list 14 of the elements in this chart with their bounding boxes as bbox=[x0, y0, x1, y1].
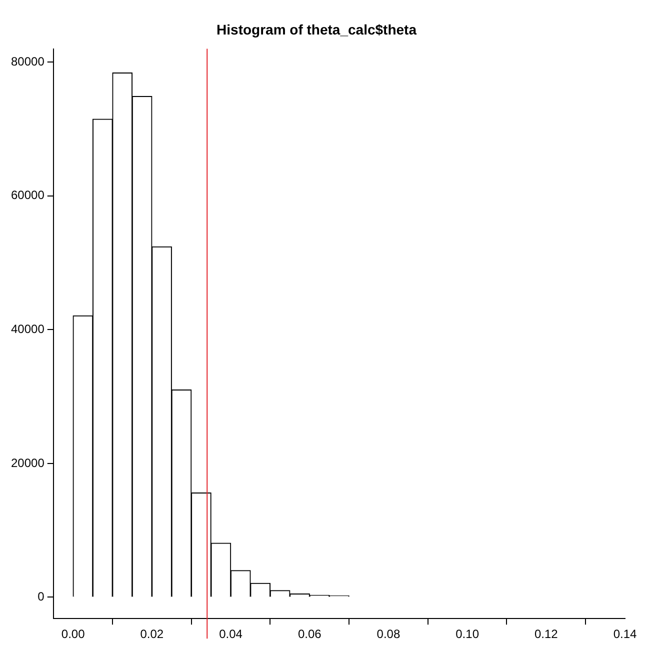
x-tick-label: 0.04 bbox=[219, 627, 243, 642]
x-tick-label: 0.02 bbox=[140, 627, 164, 642]
x-tick-label: 0.10 bbox=[456, 627, 480, 642]
y-tick-label: 80000 bbox=[10, 54, 45, 68]
x-tick-label: 0.06 bbox=[298, 627, 322, 642]
y-tick-label: 40000 bbox=[10, 322, 45, 336]
x-tick-label: 0.00 bbox=[61, 627, 86, 642]
y-tick-label: 20000 bbox=[10, 456, 45, 470]
y-tick-label: 60000 bbox=[10, 188, 45, 202]
x-tick-label: 0.12 bbox=[534, 627, 558, 642]
x-tick-label: 0.08 bbox=[376, 627, 400, 642]
y-tick-label: 0 bbox=[38, 590, 45, 604]
chart-title: Histogram of theta_calc$theta bbox=[216, 21, 417, 38]
x-tick-label: 0.14 bbox=[613, 627, 637, 642]
